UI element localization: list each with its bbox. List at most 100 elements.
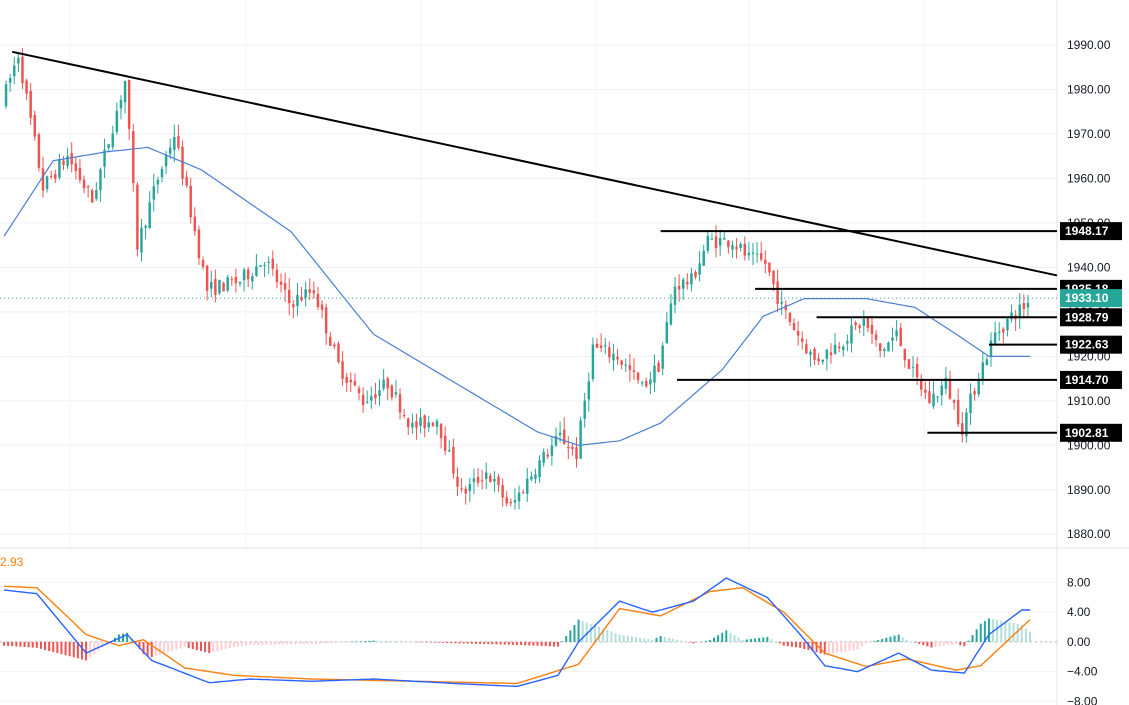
price-level-tag[interactable]: 1948.17 xyxy=(1060,222,1122,241)
candle-up[interactable] xyxy=(731,240,734,258)
candle-up[interactable] xyxy=(681,277,685,300)
candle-up[interactable] xyxy=(932,381,935,409)
candle-up[interactable] xyxy=(706,230,710,254)
drawn-lines-layer[interactable] xyxy=(0,50,1058,434)
candle-down[interactable] xyxy=(817,353,820,366)
candle-up[interactable] xyxy=(435,418,439,435)
candle-up[interactable] xyxy=(669,294,673,326)
candle-down[interactable] xyxy=(858,323,861,334)
candle-down[interactable] xyxy=(924,381,927,399)
candle-down[interactable] xyxy=(234,268,238,293)
candle-up[interactable] xyxy=(977,372,980,398)
candle-down[interactable] xyxy=(961,412,964,443)
candle-down[interactable] xyxy=(214,269,217,303)
candle-up[interactable] xyxy=(218,279,221,296)
candle-up[interactable] xyxy=(168,138,172,160)
candle-down[interactable] xyxy=(772,270,775,292)
candle-up[interactable] xyxy=(448,440,451,452)
candle-up[interactable] xyxy=(1018,293,1021,329)
candle-down[interactable] xyxy=(878,343,882,358)
candle-down[interactable] xyxy=(632,358,636,381)
candle-down[interactable] xyxy=(279,273,283,293)
candle-up[interactable] xyxy=(1006,317,1009,337)
candle-up[interactable] xyxy=(809,349,812,367)
candle-up[interactable] xyxy=(1026,294,1030,317)
candle-down[interactable] xyxy=(776,269,779,313)
candle-up[interactable] xyxy=(411,413,414,434)
candle-down[interactable] xyxy=(509,498,513,507)
candle-down[interactable] xyxy=(341,351,344,387)
candle-down[interactable] xyxy=(829,343,833,364)
candle-up[interactable] xyxy=(690,267,693,292)
price-level-tag[interactable]: 1922.63 xyxy=(1060,335,1122,354)
candle-down[interactable] xyxy=(800,331,804,350)
candle-down[interactable] xyxy=(460,478,463,493)
last-price-tag[interactable]: 1933.10 xyxy=(1060,289,1122,308)
candle-up[interactable] xyxy=(965,408,968,443)
candle-up[interactable] xyxy=(846,334,849,352)
candle-down[interactable] xyxy=(521,489,525,495)
candle-up[interactable] xyxy=(604,337,607,355)
candle-up[interactable] xyxy=(45,175,49,193)
candle-up[interactable] xyxy=(255,253,258,277)
candle-up[interactable] xyxy=(123,80,127,114)
candle-down[interactable] xyxy=(86,184,90,198)
candle-down[interactable] xyxy=(246,267,250,287)
candle-up[interactable] xyxy=(1010,304,1013,323)
candle-down[interactable] xyxy=(132,124,135,192)
candle-down[interactable] xyxy=(870,315,874,345)
candle-down[interactable] xyxy=(768,262,771,277)
candle-up[interactable] xyxy=(99,167,102,202)
candle-down[interactable] xyxy=(185,170,188,188)
descending-trendline[interactable] xyxy=(11,50,1058,277)
candle-down[interactable] xyxy=(423,414,426,438)
candle-down[interactable] xyxy=(230,276,234,286)
candle-down[interactable] xyxy=(546,448,550,460)
candle-down[interactable] xyxy=(37,132,41,172)
candle-down[interactable] xyxy=(796,321,800,346)
candle-down[interactable] xyxy=(645,377,648,389)
candle-up[interactable] xyxy=(649,371,652,394)
candle-down[interactable] xyxy=(866,316,870,333)
candle-up[interactable] xyxy=(210,270,213,298)
candle-up[interactable] xyxy=(985,356,989,366)
candle-up[interactable] xyxy=(111,125,114,150)
candle-down[interactable] xyxy=(899,323,902,347)
candle-down[interactable] xyxy=(735,237,738,259)
price-axis[interactable]: 1990.001980.001970.001960.001950.001940.… xyxy=(1060,38,1122,705)
candle-down[interactable] xyxy=(608,341,611,363)
candle-up[interactable] xyxy=(723,232,726,240)
candle-up[interactable] xyxy=(173,124,176,163)
candle-up[interactable] xyxy=(517,485,521,510)
candle-down[interactable] xyxy=(792,318,796,331)
candle-down[interactable] xyxy=(657,360,660,373)
price-level-tag[interactable]: 1902.81 xyxy=(1060,423,1122,442)
candle-down[interactable] xyxy=(505,491,508,507)
candle-down[interactable] xyxy=(349,372,353,392)
candle-down[interactable] xyxy=(320,300,324,319)
candle-down[interactable] xyxy=(928,380,931,404)
candle-up[interactable] xyxy=(538,455,541,483)
candle-up[interactable] xyxy=(58,153,61,180)
candle-down[interactable] xyxy=(1022,294,1026,319)
candle-up[interactable] xyxy=(4,80,8,109)
candle-down[interactable] xyxy=(480,469,484,490)
candle-up[interactable] xyxy=(251,272,254,290)
candle-down[interactable] xyxy=(127,79,131,141)
candle-down[interactable] xyxy=(677,274,681,302)
candle-down[interactable] xyxy=(189,177,192,224)
candle-up[interactable] xyxy=(119,95,123,120)
candle-down[interactable] xyxy=(275,263,279,289)
candle-down[interactable] xyxy=(489,473,492,483)
candle-down[interactable] xyxy=(82,175,86,194)
candle-down[interactable] xyxy=(25,78,28,101)
candle-up[interactable] xyxy=(419,408,422,434)
candle-up[interactable] xyxy=(513,488,517,510)
candle-up[interactable] xyxy=(936,395,939,403)
candle-up[interactable] xyxy=(107,144,110,151)
candle-up[interactable] xyxy=(103,138,106,179)
candle-up[interactable] xyxy=(468,477,472,502)
candle-down[interactable] xyxy=(62,156,65,171)
candle-down[interactable] xyxy=(571,443,574,456)
candle-up[interactable] xyxy=(821,359,824,365)
